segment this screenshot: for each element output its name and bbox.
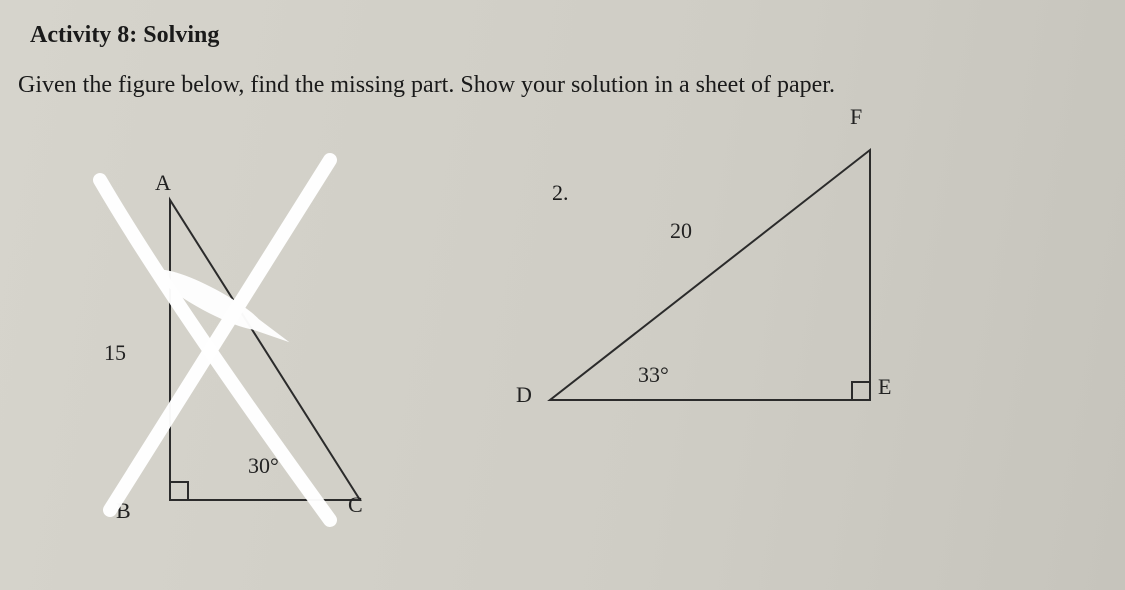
vertex-E: E	[878, 374, 891, 400]
vertex-D: D	[516, 382, 532, 408]
triangle-2: D E F 20 33°	[530, 130, 930, 430]
activity-title: Activity 8: Solving	[30, 22, 219, 49]
side-DF-length: 20	[670, 218, 692, 244]
activity-instruction: Given the figure below, find the missing…	[18, 72, 835, 99]
triangle-1: A B C 15 30°	[120, 180, 380, 540]
vertex-F: F	[850, 104, 862, 130]
worksheet-page: Activity 8: Solving Given the figure bel…	[0, 0, 1125, 590]
angle-D: 33°	[638, 362, 669, 388]
